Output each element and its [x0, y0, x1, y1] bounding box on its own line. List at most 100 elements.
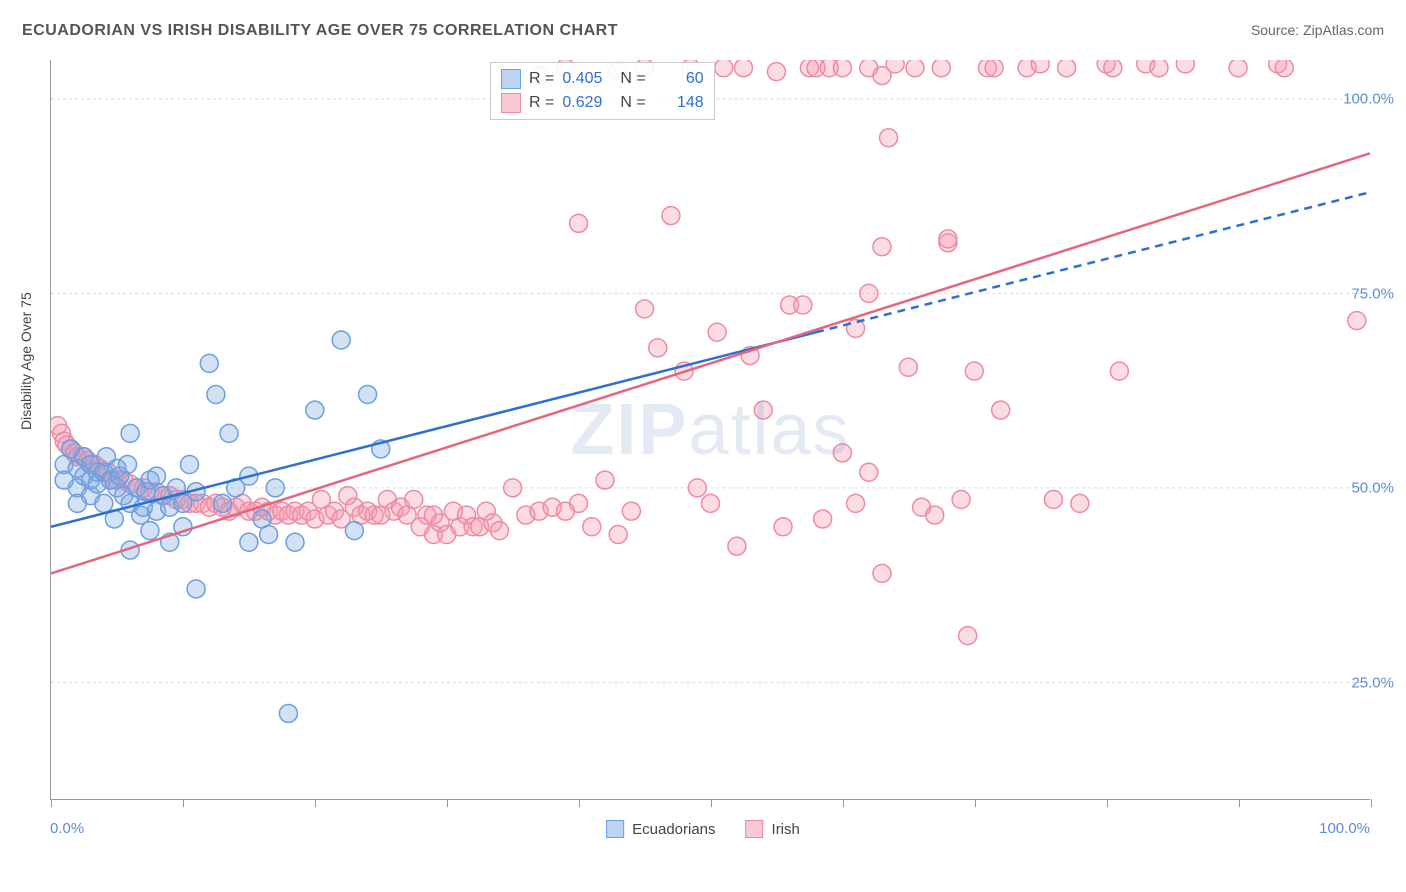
data-point	[873, 564, 891, 582]
data-point	[260, 526, 278, 544]
data-point	[959, 627, 977, 645]
stat-n-value: 148	[654, 94, 704, 112]
data-point	[906, 60, 924, 77]
data-point	[847, 319, 865, 337]
data-point	[1104, 60, 1122, 77]
data-point	[220, 424, 238, 442]
stat-r-value: 0.405	[562, 70, 612, 88]
data-point	[1229, 60, 1247, 77]
y-tick-label: 50.0%	[1351, 480, 1394, 497]
data-point	[728, 537, 746, 555]
data-point	[570, 214, 588, 232]
data-point	[899, 358, 917, 376]
stat-n-value: 60	[654, 70, 704, 88]
data-point	[794, 296, 812, 314]
x-tick	[579, 799, 580, 807]
x-tick	[1107, 799, 1108, 807]
data-point	[1071, 494, 1089, 512]
data-point	[1058, 60, 1076, 77]
data-point	[649, 339, 667, 357]
x-tick	[975, 799, 976, 807]
data-point	[734, 60, 752, 77]
stat-n-label: N =	[620, 94, 645, 112]
x-tick	[183, 799, 184, 807]
data-point	[1150, 60, 1168, 77]
data-point	[622, 502, 640, 520]
data-point	[1031, 60, 1049, 73]
stat-r-label: R =	[529, 70, 554, 88]
data-point	[148, 467, 166, 485]
stats-swatch	[501, 93, 521, 113]
data-point	[860, 463, 878, 481]
data-point	[570, 494, 588, 512]
legend-item: Irish	[746, 820, 800, 838]
data-point	[880, 129, 898, 147]
data-point	[708, 323, 726, 341]
x-tick	[843, 799, 844, 807]
stat-n-label: N =	[620, 70, 645, 88]
x-tick	[51, 799, 52, 807]
legend-item: Ecuadorians	[606, 820, 715, 838]
y-tick-label: 100.0%	[1343, 90, 1394, 107]
y-tick-label: 25.0%	[1351, 675, 1394, 692]
data-point	[279, 704, 297, 722]
data-point	[833, 60, 851, 77]
chart-title: ECUADORIAN VS IRISH DISABILITY AGE OVER …	[22, 22, 618, 40]
data-point	[207, 386, 225, 404]
data-point	[636, 300, 654, 318]
data-point	[240, 533, 258, 551]
data-point	[965, 362, 983, 380]
legend-label: Ecuadorians	[632, 821, 715, 838]
data-point	[119, 456, 137, 474]
stats-swatch	[501, 69, 521, 89]
trend-line	[51, 332, 816, 526]
data-point	[187, 580, 205, 598]
data-point	[359, 386, 377, 404]
data-point	[932, 60, 950, 77]
data-point	[688, 479, 706, 497]
data-point	[200, 354, 218, 372]
data-point	[715, 60, 733, 77]
stats-row: R = 0.629 N = 148	[501, 91, 704, 115]
x-tick	[1371, 799, 1372, 807]
data-point	[1275, 60, 1293, 77]
data-point	[181, 456, 199, 474]
data-point	[847, 494, 865, 512]
data-point	[121, 424, 139, 442]
data-point	[213, 494, 231, 512]
data-point	[702, 494, 720, 512]
x-axis-max-label: 100.0%	[1319, 820, 1370, 837]
x-tick	[711, 799, 712, 807]
x-tick	[1239, 799, 1240, 807]
legend-swatch	[746, 820, 764, 838]
data-point	[1044, 491, 1062, 509]
data-point	[1176, 60, 1194, 73]
data-point	[886, 60, 904, 73]
x-tick	[447, 799, 448, 807]
data-point	[504, 479, 522, 497]
trend-line-dashed	[816, 192, 1370, 332]
data-point	[662, 207, 680, 225]
y-axis-label: Disability Age Over 75	[18, 292, 34, 430]
data-point	[985, 60, 1003, 77]
data-point	[1348, 312, 1366, 330]
data-point	[939, 230, 957, 248]
x-tick	[315, 799, 316, 807]
source-label: Source: ZipAtlas.com	[1251, 22, 1384, 38]
data-point	[814, 510, 832, 528]
data-point	[992, 401, 1010, 419]
legend-swatch	[606, 820, 624, 838]
data-point	[860, 284, 878, 302]
data-point	[873, 238, 891, 256]
data-point	[286, 533, 304, 551]
data-point	[332, 331, 350, 349]
data-point	[490, 522, 508, 540]
data-point	[833, 444, 851, 462]
legend-label: Irish	[772, 821, 800, 838]
chart-plot-area: ZIPatlas	[50, 60, 1370, 800]
data-point	[609, 526, 627, 544]
data-point	[266, 479, 284, 497]
stat-r-value: 0.629	[562, 94, 612, 112]
chart-svg	[51, 60, 1370, 799]
data-point	[774, 518, 792, 536]
